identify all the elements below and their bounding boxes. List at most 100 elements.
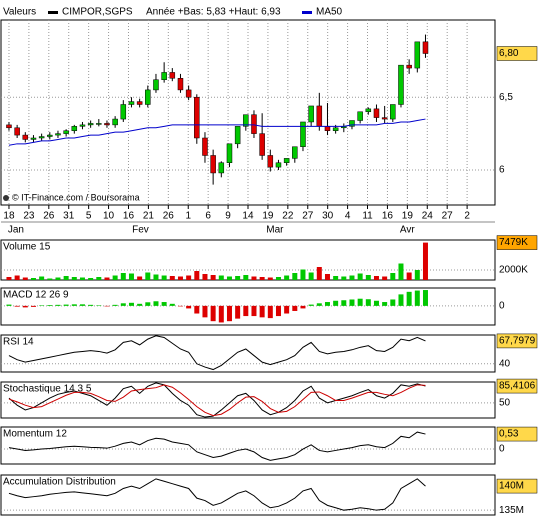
bar bbox=[120, 303, 126, 306]
x-tick-label: 9 bbox=[225, 211, 231, 222]
bar bbox=[251, 305, 257, 317]
candle-body bbox=[218, 162, 225, 174]
candle-body bbox=[210, 155, 216, 174]
bar bbox=[390, 273, 396, 280]
panel-title: MACD 12 26 9 bbox=[3, 290, 69, 301]
candle-body bbox=[22, 134, 29, 140]
last-value-label: 67,7979 bbox=[499, 336, 536, 347]
legend-swatch bbox=[302, 11, 312, 14]
subtitle: Année +Bas: 5,83 +Haut: 6,93 bbox=[146, 7, 281, 18]
bar bbox=[284, 275, 290, 280]
bar bbox=[365, 299, 371, 306]
panel-frame bbox=[0, 381, 496, 419]
x-tick-label: 1 bbox=[185, 211, 191, 222]
candle-body bbox=[349, 120, 355, 127]
bar bbox=[341, 276, 347, 280]
bar bbox=[6, 304, 12, 306]
last-value-label: 6,80 bbox=[499, 48, 519, 59]
bar bbox=[235, 305, 241, 319]
candle-body bbox=[275, 162, 282, 168]
last-value-box bbox=[496, 333, 538, 349]
bar bbox=[22, 277, 28, 280]
candle-body bbox=[202, 137, 208, 156]
bar bbox=[96, 305, 102, 306]
bar bbox=[333, 276, 339, 280]
x-tick-label: 6 bbox=[205, 211, 211, 222]
y-tick-label: 6,5 bbox=[499, 92, 513, 103]
bar bbox=[120, 273, 126, 280]
candle-body bbox=[136, 101, 143, 105]
candle-body bbox=[194, 96, 200, 139]
panel-title: Momentum 12 bbox=[3, 429, 67, 440]
bar bbox=[218, 275, 224, 280]
bar bbox=[218, 305, 224, 323]
candle-body bbox=[406, 64, 412, 69]
bar bbox=[55, 304, 61, 306]
bar bbox=[112, 304, 118, 306]
bar bbox=[177, 305, 183, 307]
candle-body bbox=[390, 104, 396, 120]
candle-body bbox=[145, 89, 151, 105]
panel-title: Stochastique 14 3 5 bbox=[3, 384, 92, 395]
last-value-box bbox=[496, 378, 538, 394]
candle-body bbox=[365, 108, 372, 113]
bar bbox=[243, 275, 249, 280]
legend-title: Valeurs bbox=[3, 7, 36, 18]
bar bbox=[324, 302, 330, 306]
bar bbox=[341, 300, 347, 306]
bar bbox=[186, 305, 192, 309]
candle-body bbox=[6, 124, 12, 129]
panel-frame bbox=[0, 334, 496, 373]
bar bbox=[71, 304, 77, 306]
candle-body bbox=[96, 123, 102, 125]
bar bbox=[55, 277, 61, 280]
bar bbox=[104, 277, 110, 280]
bar bbox=[390, 299, 396, 306]
x-tick-label: 27 bbox=[302, 211, 314, 222]
x-tick-label: 16 bbox=[382, 211, 394, 222]
bar bbox=[202, 305, 208, 318]
x-tick-label: 23 bbox=[23, 211, 35, 222]
x-tick-label: 16 bbox=[123, 211, 135, 222]
indicator-line bbox=[8, 478, 426, 511]
candle-body bbox=[292, 146, 298, 159]
bar bbox=[79, 304, 85, 306]
bar bbox=[88, 304, 94, 306]
last-value-box bbox=[496, 426, 538, 442]
bar bbox=[373, 276, 379, 280]
bar bbox=[169, 303, 175, 306]
y-tick-label: 50 bbox=[499, 397, 511, 408]
month-label: Fev bbox=[132, 225, 149, 236]
candle-body bbox=[267, 155, 274, 168]
bar bbox=[137, 303, 143, 306]
candle-body bbox=[79, 124, 86, 127]
bar bbox=[308, 272, 314, 280]
bar bbox=[349, 275, 355, 280]
x-tick-label: 4 bbox=[345, 211, 351, 222]
bar bbox=[145, 272, 151, 280]
x-tick-label: 30 bbox=[322, 211, 334, 222]
candle-body bbox=[55, 133, 61, 136]
bar bbox=[267, 277, 273, 280]
ma-line bbox=[8, 118, 426, 146]
bar bbox=[267, 305, 273, 319]
month-label: Mar bbox=[266, 225, 284, 236]
bar bbox=[251, 276, 257, 280]
candle-body bbox=[87, 123, 94, 126]
panel-frame bbox=[0, 474, 496, 516]
legend-swatch bbox=[48, 11, 58, 14]
x-tick-label: 26 bbox=[163, 211, 175, 222]
bar bbox=[316, 267, 322, 280]
candle-body bbox=[283, 158, 290, 164]
candle-body bbox=[373, 108, 380, 118]
last-value-box bbox=[496, 478, 538, 494]
bar bbox=[63, 304, 69, 306]
last-value-box bbox=[496, 46, 538, 61]
candle-body bbox=[120, 104, 127, 120]
bar bbox=[398, 263, 404, 280]
bar bbox=[128, 302, 134, 306]
bar bbox=[300, 269, 306, 280]
bar bbox=[39, 276, 45, 280]
x-tick-label: 2 bbox=[464, 211, 470, 222]
